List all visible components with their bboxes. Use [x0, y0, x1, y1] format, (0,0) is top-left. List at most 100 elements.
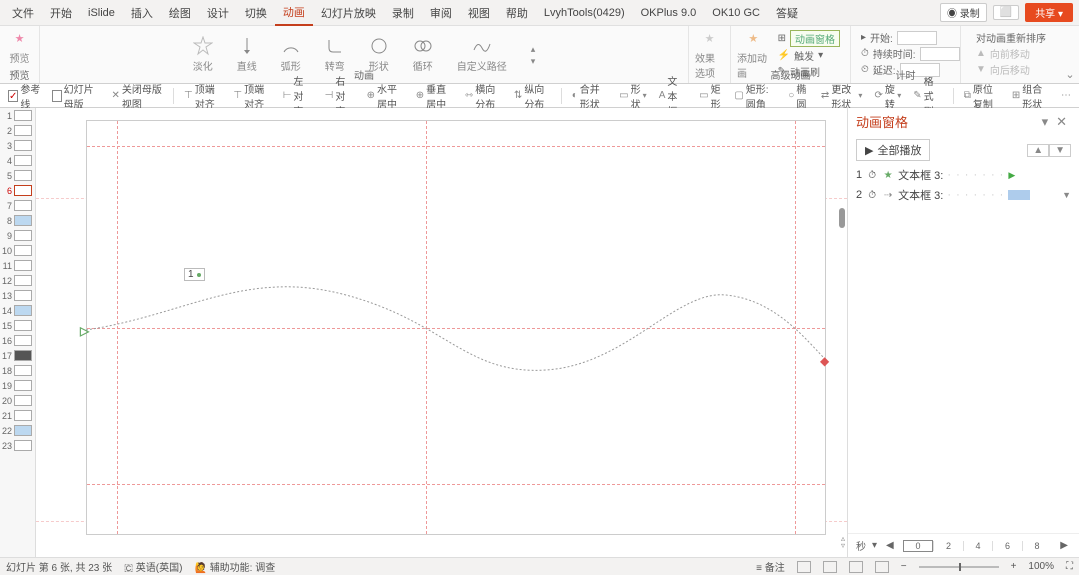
sorter-view-button[interactable] [823, 561, 837, 573]
slide-nav-arrows[interactable]: ▵▿ [839, 536, 847, 549]
thumb-10[interactable]: 10 [0, 243, 35, 258]
start-input[interactable] [897, 31, 937, 45]
timing-start-row[interactable]: ▸ 开始: [861, 30, 950, 45]
zoom-out-button[interactable]: − [901, 561, 907, 572]
animation-number-tag[interactable]: 1 [184, 268, 205, 281]
menu-tab-1[interactable]: 开始 [42, 1, 80, 25]
menu-tab-9[interactable]: 录制 [384, 1, 422, 25]
menu-tab-14[interactable]: OKPlus 9.0 [633, 3, 705, 23]
menu-tab-15[interactable]: OK10 GC [704, 3, 768, 23]
thumb-20[interactable]: 20 [0, 393, 35, 408]
menu-tab-5[interactable]: 设计 [199, 1, 237, 25]
thumb-18[interactable]: 18 [0, 363, 35, 378]
thumb-3[interactable]: 3 [0, 138, 35, 153]
accessibility-indicator[interactable]: 🙋 辅助功能: 调查 [194, 559, 275, 574]
guide-horizontal[interactable] [87, 146, 825, 147]
thumb-14[interactable]: 14 [0, 303, 35, 318]
tool-18[interactable]: ○ 椭圆 [784, 81, 813, 111]
menu-tab-7[interactable]: 动画 [275, 0, 313, 26]
slide-thumbnails[interactable]: 1234567891011121314151617181920212223 [0, 108, 36, 557]
tool-1[interactable]: 幻灯片母版 [48, 81, 103, 111]
tool-9[interactable]: ⊕ 垂直居中 [412, 81, 457, 111]
menu-tab-6[interactable]: 切换 [237, 1, 275, 25]
zoom-in-button[interactable]: + [1011, 561, 1017, 572]
move-down-button[interactable]: ▼ [1049, 144, 1071, 157]
slideshow-view-button[interactable] [875, 561, 889, 573]
move-later-button[interactable]: ▼ 向后移动 [976, 62, 1046, 77]
duration-input[interactable] [920, 47, 960, 61]
slide[interactable] [86, 120, 826, 535]
move-earlier-button[interactable]: ▲ 向前移动 [976, 46, 1046, 61]
notes-button[interactable]: ≡ 备注 [756, 559, 785, 574]
menu-tab-12[interactable]: 帮助 [498, 1, 536, 25]
move-up-button[interactable]: ▲ [1027, 144, 1049, 157]
timeline-right-button[interactable]: ▶ [1057, 540, 1071, 551]
tool-20[interactable]: ⟳ 旋转 ▾ [870, 81, 905, 111]
thumb-7[interactable]: 7 [0, 198, 35, 213]
zoom-slider[interactable] [919, 566, 999, 568]
tool-4[interactable]: ⊤ 顶端对齐 [180, 81, 225, 111]
tool-0[interactable]: 参考线 [4, 81, 44, 111]
thumb-6[interactable]: 6 [0, 183, 35, 198]
preview-button[interactable]: ★ 预览 [10, 28, 30, 65]
tool-25[interactable]: ⋯ [1057, 90, 1075, 101]
normal-view-button[interactable] [797, 561, 811, 573]
thumb-17[interactable]: 17 [0, 348, 35, 363]
thumb-21[interactable]: 21 [0, 408, 35, 423]
menu-tab-0[interactable]: 文件 [4, 1, 42, 25]
tool-5[interactable]: ⊤ 顶端对齐 [229, 81, 274, 111]
tool-8[interactable]: ⊕ 水平居中 [363, 81, 408, 111]
share-button[interactable]: 共享 ▾ [1025, 3, 1073, 22]
anim-list-item[interactable]: 2⏱⇢文本框 3:· · · · · · ·▼ [848, 185, 1079, 205]
reading-view-button[interactable] [849, 561, 863, 573]
zoom-level[interactable]: 100% [1028, 561, 1054, 572]
item-menu-button[interactable]: ▼ [1062, 190, 1071, 200]
tool-17[interactable]: ▢ 矩形: 圆角 [730, 81, 780, 111]
tool-2[interactable]: ✕ 关闭母版视图 [108, 81, 168, 111]
menu-tab-16[interactable]: 答疑 [768, 1, 806, 25]
tool-19[interactable]: ⇄ 更改形状 ▾ [817, 81, 867, 111]
menu-tab-8[interactable]: 幻灯片放映 [313, 1, 384, 25]
anim-list-item[interactable]: 1⏱★文本框 3:· · · · · · ·▶ [848, 165, 1079, 185]
ribbon-collapse-button[interactable]: ⌄ [1061, 26, 1079, 83]
tool-11[interactable]: ⇅ 纵向分布 [510, 81, 555, 111]
thumb-1[interactable]: 1 [0, 108, 35, 123]
path-end-marker[interactable]: ◆ [820, 354, 829, 368]
vertical-scroll-thumb[interactable] [839, 208, 845, 228]
timeline-left-button[interactable]: ◀ [883, 540, 897, 551]
window-mode-button[interactable]: ⬜ [993, 5, 1019, 20]
menu-tab-11[interactable]: 视图 [460, 1, 498, 25]
menu-tab-13[interactable]: LvyhTools(0429) [536, 3, 633, 23]
menu-tab-4[interactable]: 绘图 [161, 1, 199, 25]
thumb-2[interactable]: 2 [0, 123, 35, 138]
tool-23[interactable]: ⧉ 原位复制 [960, 81, 1004, 111]
guide-horizontal[interactable] [87, 484, 825, 485]
thumb-15[interactable]: 15 [0, 318, 35, 333]
menu-tab-3[interactable]: 插入 [123, 1, 161, 25]
gallery-more-button[interactable]: ▴▾ [531, 43, 536, 67]
thumb-22[interactable]: 22 [0, 423, 35, 438]
close-pane-button[interactable]: ✕ [1052, 114, 1071, 130]
thumb-23[interactable]: 23 [0, 438, 35, 453]
tool-14[interactable]: ▭ 形状 ▾ [615, 81, 651, 111]
record-button[interactable]: ◉ 录制 [940, 3, 987, 22]
tool-24[interactable]: ⊞ 组合形状 [1008, 81, 1053, 111]
thumb-16[interactable]: 16 [0, 333, 35, 348]
language-indicator[interactable]: 🇨 英语(英国) [124, 559, 182, 574]
slide-canvas-area[interactable]: ▷ ◆ 1 ▵▿ [36, 108, 847, 557]
play-all-button[interactable]: ▶ 全部播放 [856, 139, 930, 161]
menu-tab-10[interactable]: 审阅 [422, 1, 460, 25]
thumb-11[interactable]: 11 [0, 258, 35, 273]
duration-bar[interactable] [1008, 190, 1030, 200]
timing-duration-row[interactable]: ⏱ 持续时间: [861, 46, 950, 61]
thumb-5[interactable]: 5 [0, 168, 35, 183]
thumb-19[interactable]: 19 [0, 378, 35, 393]
guide-horizontal[interactable] [87, 328, 825, 329]
tool-10[interactable]: ⇿ 横向分布 [461, 81, 506, 111]
thumb-12[interactable]: 12 [0, 273, 35, 288]
time-unit-label[interactable]: 秒 [856, 538, 866, 553]
thumb-13[interactable]: 13 [0, 288, 35, 303]
menu-tab-2[interactable]: iSlide [80, 3, 123, 23]
pane-dropdown-button[interactable]: ▾ [1038, 114, 1053, 130]
tool-13[interactable]: ◐ 合并形状 [568, 81, 611, 111]
